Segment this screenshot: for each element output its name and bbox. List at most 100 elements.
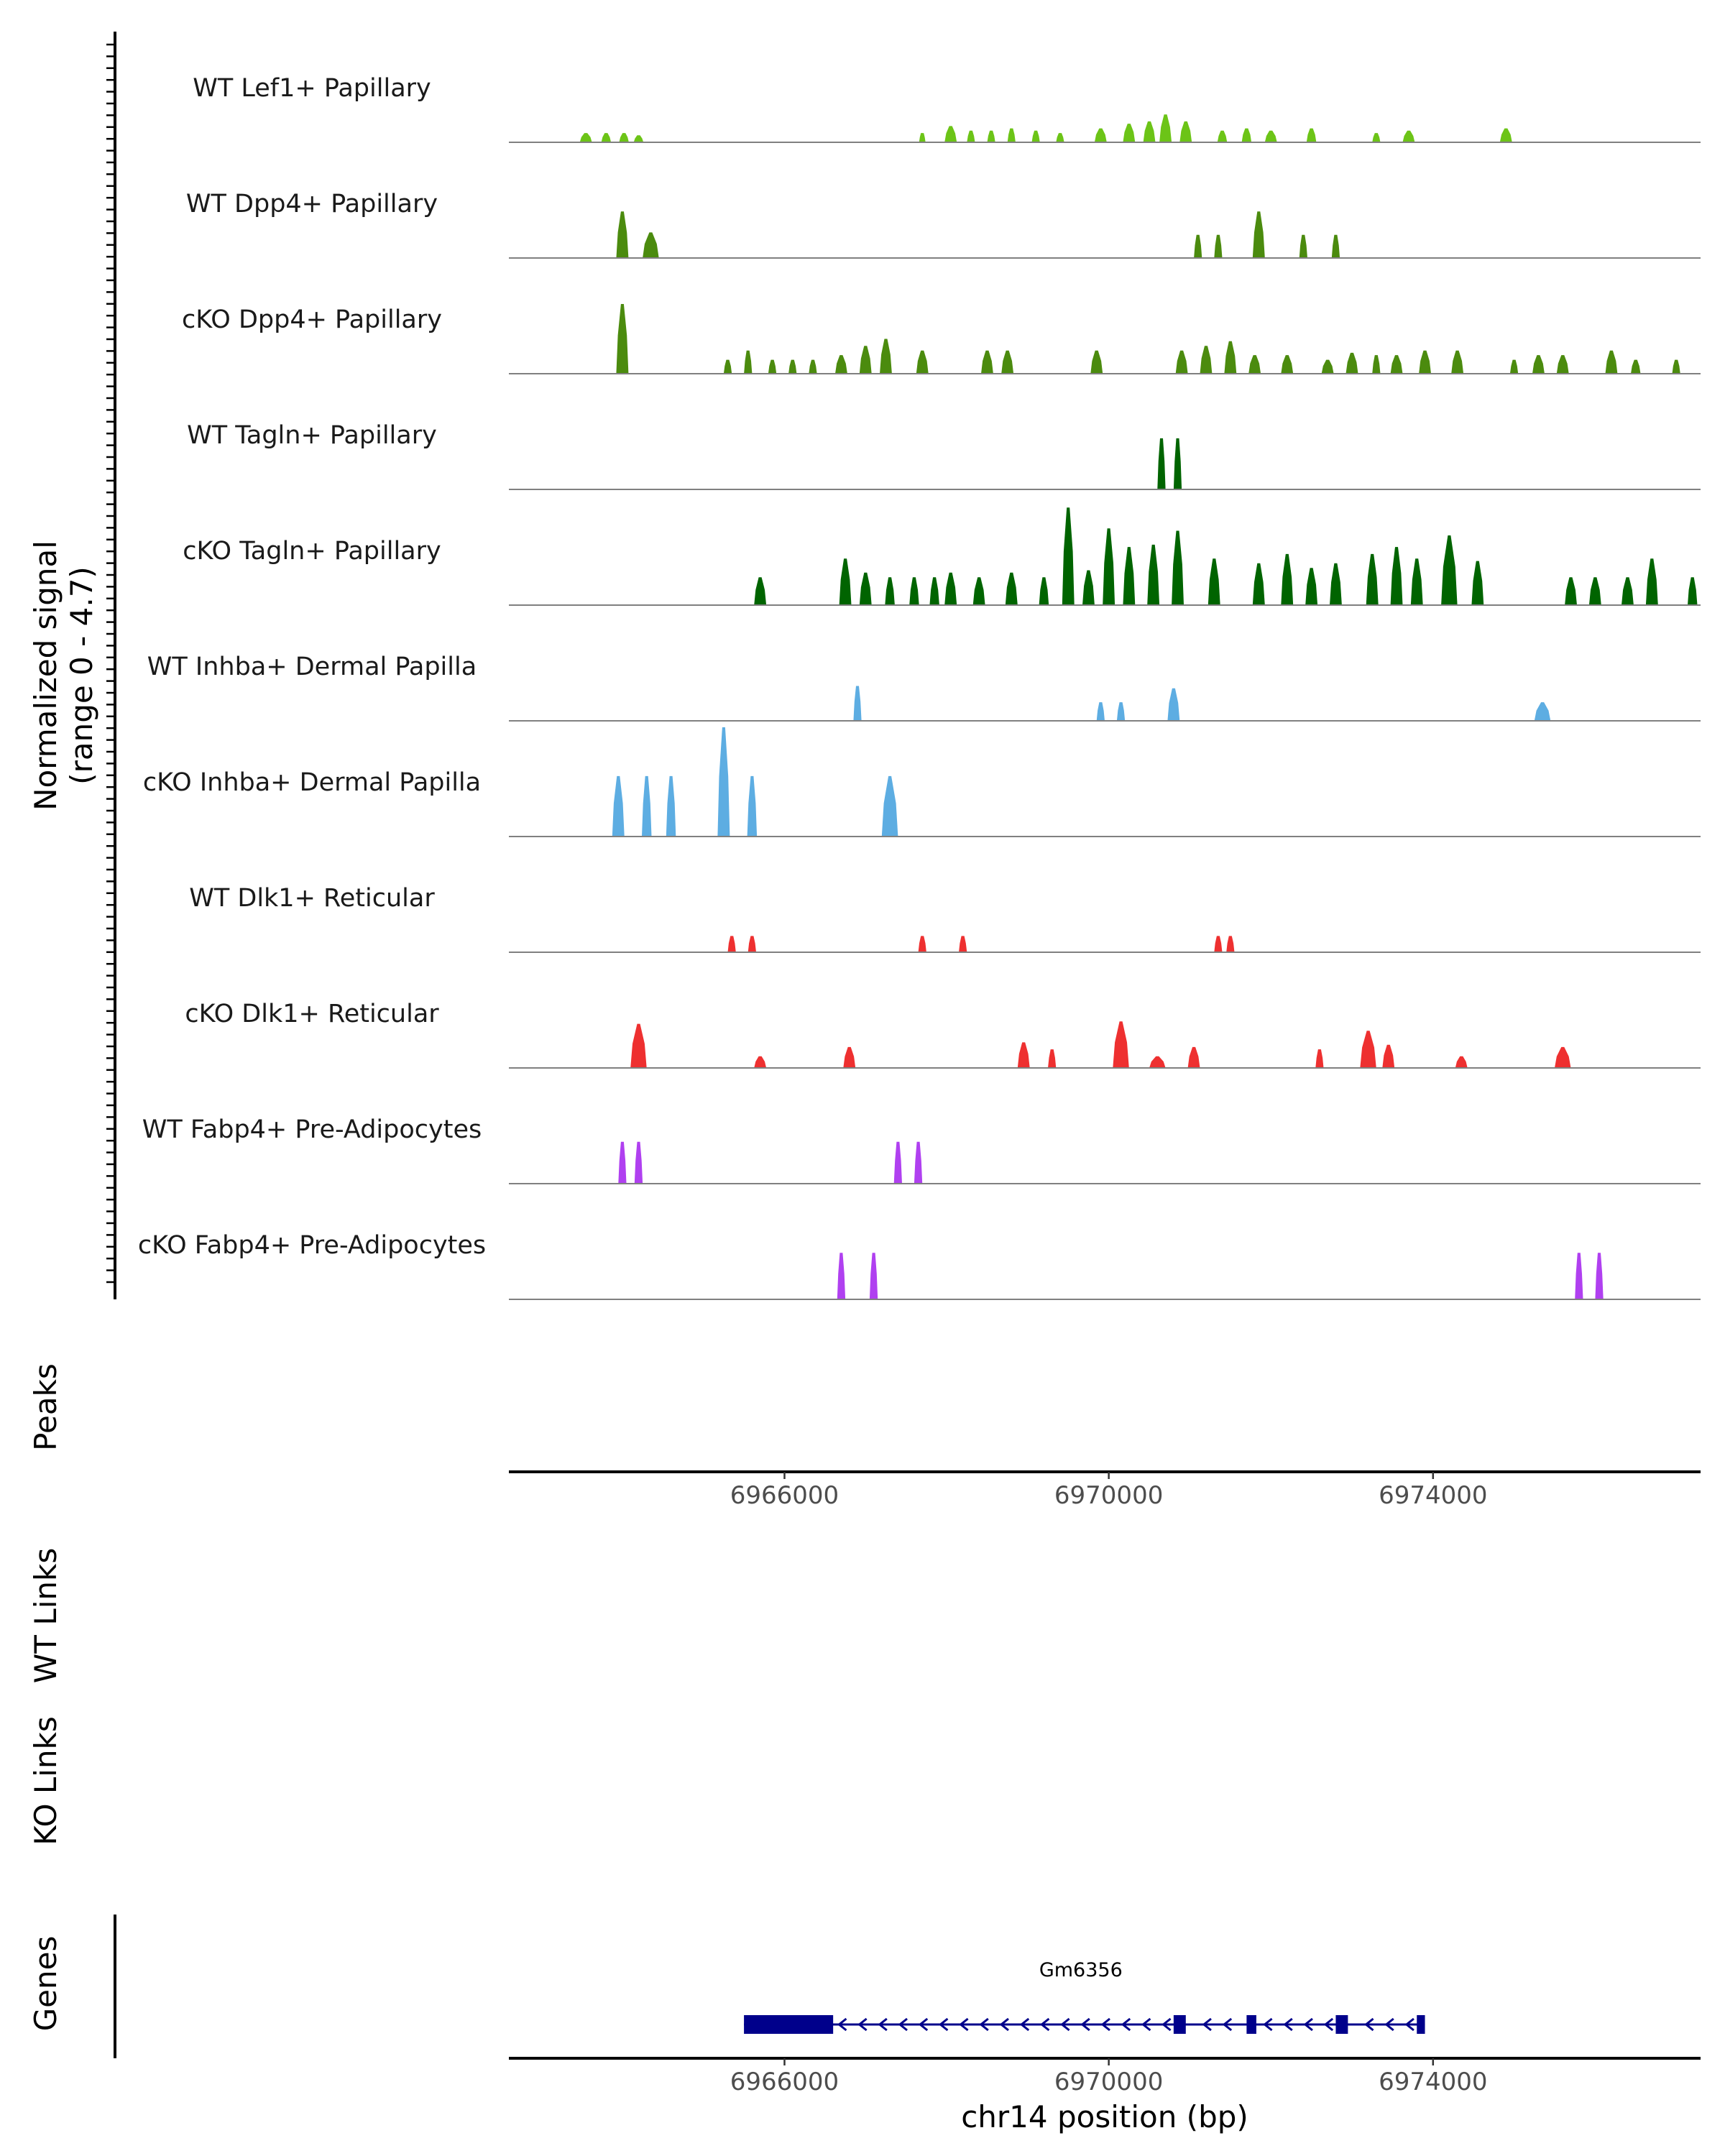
coverage-peak xyxy=(666,775,676,837)
coverage-peak xyxy=(839,558,852,605)
track-1: WT Dpp4+ Papillary xyxy=(186,190,1701,259)
coverage-peak xyxy=(1056,133,1064,142)
coverage-peak xyxy=(1159,114,1172,142)
coverage-peak xyxy=(1094,128,1107,142)
strand-chevron xyxy=(1222,2017,1233,2032)
coverage-peak xyxy=(1214,936,1223,952)
coverage-peak xyxy=(1194,234,1202,258)
strand-chevron xyxy=(857,2017,868,2032)
coverage-peak xyxy=(918,936,926,952)
coverage-tracks: WT Lef1+ Papillary WT Dpp4+ Papillary cKO … xyxy=(138,74,1701,1300)
strand-chevron xyxy=(898,2017,908,2032)
coverage-peak xyxy=(633,135,644,142)
strand-chevron xyxy=(1283,2017,1293,2032)
coverage-peak xyxy=(1147,544,1160,605)
track-7: WT Dlk1+ Reticular xyxy=(189,884,1701,953)
coverage-peak xyxy=(1631,359,1641,374)
coverage-peak xyxy=(1103,528,1116,605)
coverage-peak xyxy=(1096,702,1105,721)
strand-chevron xyxy=(1060,2017,1070,2032)
coverage-peak xyxy=(1605,350,1618,374)
coverage-peak xyxy=(843,1046,856,1068)
coverage-peak xyxy=(618,1141,627,1184)
coverage-peak xyxy=(1556,355,1569,374)
track-label: cKO Dpp4+ Papillary xyxy=(182,305,442,334)
track-4: cKO Tagln+ Papillary xyxy=(183,507,1701,606)
coverage-peak xyxy=(643,232,659,258)
coverage-peak xyxy=(1390,547,1403,605)
y-axis-title-line1: Normalized signal xyxy=(28,540,63,811)
strand-chevron xyxy=(979,2017,989,2032)
coverage-peak xyxy=(1217,130,1228,142)
track-label: WT Fabp4+ Pre-Adipocytes xyxy=(142,1115,482,1144)
coverage-peak xyxy=(1167,688,1180,721)
strand-chevron xyxy=(959,2017,969,2032)
coverage-peak xyxy=(748,936,756,952)
coverage-peak xyxy=(967,130,975,142)
strand-chevron xyxy=(1404,2017,1414,2032)
coverage-peak xyxy=(859,572,872,605)
coverage-peak xyxy=(630,1023,647,1068)
coverage-peak xyxy=(1331,234,1340,258)
coverage-peak xyxy=(1062,507,1075,605)
coverage-peak xyxy=(880,338,892,374)
coverage-peak xyxy=(881,775,898,837)
coverage-peak xyxy=(1252,563,1265,605)
track-9: WT Fabp4+ Pre-Adipocytes xyxy=(142,1115,1701,1184)
coverage-peak xyxy=(1532,355,1545,374)
x-tick-label: 6966000 xyxy=(730,2068,839,2096)
coverage-peak xyxy=(837,1253,846,1299)
coverage-peak xyxy=(1090,350,1103,374)
coverage-peak xyxy=(1410,558,1423,605)
strand-chevron xyxy=(1019,2017,1030,2032)
strand-chevron xyxy=(1121,2017,1131,2032)
coverage-peak xyxy=(1499,128,1512,142)
coverage-peak xyxy=(1305,568,1318,605)
track-label: cKO Inhba+ Dermal Papilla xyxy=(143,768,481,797)
coverage-peak xyxy=(1187,1046,1200,1068)
coverage-peak xyxy=(1321,359,1334,374)
coverage-peak xyxy=(1622,577,1634,605)
coverage-peak xyxy=(1214,234,1223,258)
coverage-peak xyxy=(1455,1056,1468,1068)
coverage-peak xyxy=(579,133,592,142)
coverage-peak xyxy=(754,1056,767,1068)
track-label: WT Dpp4+ Papillary xyxy=(186,190,438,218)
coverage-peak xyxy=(1281,553,1294,605)
coverage-peak xyxy=(1005,572,1018,605)
track-label: cKO Dlk1+ Reticular xyxy=(185,1000,439,1028)
gene-exon xyxy=(1246,2015,1256,2034)
track-0: WT Lef1+ Papillary xyxy=(193,74,1701,143)
coverage-peak xyxy=(601,133,612,142)
wt-links-panel-label: WT Links xyxy=(28,1548,63,1683)
coverage-peak xyxy=(1509,359,1519,374)
coverage-peak xyxy=(1672,359,1680,374)
coverage-peak xyxy=(1082,570,1095,605)
coverage-peak xyxy=(788,359,797,374)
coverage-peak xyxy=(1143,121,1156,142)
coverage-peak xyxy=(981,350,993,374)
y-axis-title-line2: (range 0 - 4.7) xyxy=(64,566,99,785)
coverage-peak xyxy=(1039,577,1049,605)
coverage-peak xyxy=(1007,128,1016,142)
coverage-peak xyxy=(717,727,730,837)
x-tick-label: 6974000 xyxy=(1379,1481,1487,1510)
gene-exon xyxy=(1335,2015,1348,2034)
coverage-peak xyxy=(959,936,967,952)
ko-links-panel-label: KO Links xyxy=(28,1716,63,1846)
strand-chevron xyxy=(1263,2017,1273,2032)
coverage-peak xyxy=(1200,346,1213,374)
coverage-peak xyxy=(1315,1049,1324,1068)
track-label: cKO Fabp4+ Pre-Adipocytes xyxy=(138,1231,486,1260)
strand-chevron xyxy=(939,2017,949,2032)
coverage-peak xyxy=(1299,234,1307,258)
coverage-peak xyxy=(1402,130,1415,142)
coverage-peak xyxy=(972,577,985,605)
x-axis-lower: 6966000 6970000 6974000 xyxy=(730,2058,1488,2096)
coverage-peak xyxy=(1565,577,1577,605)
strand-chevron xyxy=(1323,2017,1334,2032)
track-label: WT Lef1+ Papillary xyxy=(193,74,431,103)
coverage-y-ticks xyxy=(106,43,115,1284)
coverage-peak xyxy=(1534,702,1551,721)
